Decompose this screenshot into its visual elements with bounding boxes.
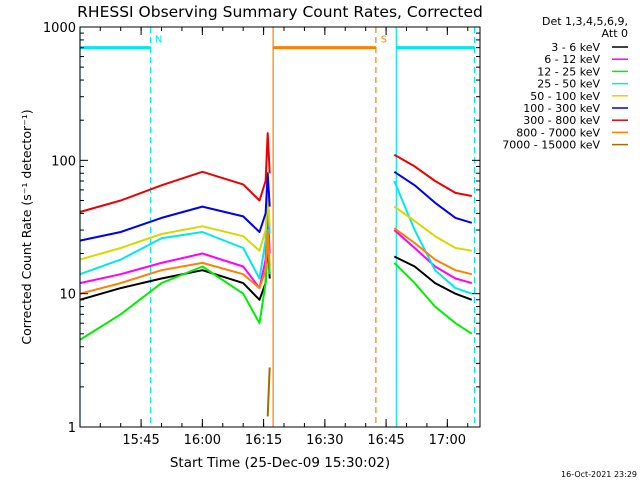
series-line bbox=[79, 194, 271, 261]
x-tick-label: 16:15 bbox=[245, 433, 282, 448]
legend-label: 6 - 12 keV bbox=[544, 53, 600, 66]
chart-title: RHESSI Observing Summary Count Rates, Co… bbox=[77, 3, 483, 21]
legend-label: 25 - 50 keV bbox=[537, 78, 600, 91]
y-tick-label: 1 bbox=[68, 421, 76, 436]
flag-label: N bbox=[155, 35, 162, 46]
x-tick-label: 16:00 bbox=[184, 433, 221, 448]
legend-label: 7000 - 15000 keV bbox=[502, 139, 600, 152]
series-line bbox=[79, 239, 271, 301]
series-line bbox=[266, 367, 271, 417]
x-tick-label: 17:00 bbox=[429, 433, 466, 448]
legend-label: 50 - 100 keV bbox=[530, 90, 600, 103]
series-line bbox=[79, 172, 271, 242]
legend-label: 800 - 7000 keV bbox=[516, 126, 600, 139]
legend-label: 3 - 6 keV bbox=[551, 41, 600, 54]
x-axis: 15:45 16:00 16:15 16:30 16:45 17:00 bbox=[99, 27, 469, 448]
spacecraft-flag-lines bbox=[79, 27, 476, 427]
series-line bbox=[79, 229, 271, 295]
series-line bbox=[393, 205, 472, 252]
x-tick-label: 15:45 bbox=[122, 433, 159, 448]
legend-label: 300 - 800 keV bbox=[523, 114, 600, 127]
legend-header: Det 1,3,4,5,6,9, bbox=[542, 15, 628, 28]
y-axis: 1 10 100 1000 bbox=[43, 21, 480, 436]
plot-frame bbox=[79, 26, 481, 428]
series-line bbox=[393, 227, 473, 276]
y-tick-label: 100 bbox=[51, 154, 76, 169]
x-tick-label: 16:45 bbox=[367, 433, 404, 448]
x-tick-label: 16:30 bbox=[306, 433, 343, 448]
series-line bbox=[393, 180, 473, 295]
legend-header: Att 0 bbox=[602, 27, 628, 40]
series-line bbox=[393, 255, 473, 301]
series-line bbox=[393, 153, 472, 197]
series-line bbox=[393, 262, 473, 335]
series-line bbox=[393, 229, 473, 285]
flag-label: S bbox=[381, 35, 387, 46]
x-axis-label: Start Time (25-Dec-09 15:30:02) bbox=[170, 455, 390, 471]
y-tick-label: 1000 bbox=[43, 21, 76, 36]
footer-timestamp: 16-Oct-2021 23:29 bbox=[561, 470, 637, 479]
series-line bbox=[393, 170, 473, 224]
legend-label: 12 - 25 keV bbox=[537, 65, 600, 78]
series-line bbox=[79, 132, 271, 213]
y-axis-label: Corrected Count Rate (s⁻¹ detector⁻¹) bbox=[19, 109, 34, 344]
legend-label: 100 - 300 keV bbox=[523, 102, 600, 115]
series-group bbox=[79, 132, 473, 417]
y-tick-label: 10 bbox=[59, 288, 76, 303]
